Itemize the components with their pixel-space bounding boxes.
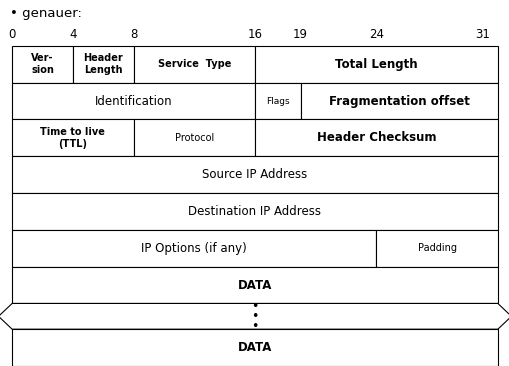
Text: Padding: Padding [417, 243, 456, 253]
Bar [12, 267, 497, 303]
Bar [254, 46, 497, 83]
Text: Header
Length: Header Length [83, 53, 123, 75]
Text: Time to live
(TTL): Time to live (TTL) [40, 127, 105, 149]
Text: • genauer:: • genauer: [10, 7, 82, 20]
Text: Identification: Identification [95, 94, 172, 108]
Bar [133, 119, 254, 156]
Bar [73, 46, 133, 83]
Text: Ver-
sion: Ver- sion [31, 53, 54, 75]
Text: 24: 24 [368, 29, 383, 41]
Text: Destination IP Address: Destination IP Address [188, 205, 321, 218]
Text: 8: 8 [130, 29, 137, 41]
Text: •
•
•: • • • [251, 300, 258, 333]
Polygon shape [0, 303, 509, 329]
Text: 31: 31 [474, 29, 489, 41]
Text: Total Length: Total Length [334, 58, 417, 71]
Bar [254, 83, 300, 119]
Text: DATA: DATA [237, 279, 272, 292]
Bar [12, 119, 133, 156]
Bar [300, 83, 497, 119]
Bar [254, 119, 497, 156]
Bar [12, 46, 73, 83]
Text: Header Checksum: Header Checksum [316, 131, 435, 144]
Bar [12, 193, 497, 230]
Text: 19: 19 [293, 29, 307, 41]
Text: 16: 16 [247, 29, 262, 41]
Bar [376, 230, 497, 267]
Bar [12, 83, 254, 119]
Text: Flags: Flags [265, 97, 289, 105]
Bar [12, 156, 497, 193]
Text: Source IP Address: Source IP Address [202, 168, 307, 181]
Text: 4: 4 [69, 29, 76, 41]
Text: IP Options (if any): IP Options (if any) [141, 242, 247, 255]
Text: Fragmentation offset: Fragmentation offset [328, 94, 469, 108]
Text: Protocol: Protocol [174, 133, 213, 143]
Bar [12, 230, 376, 267]
Text: Service  Type: Service Type [157, 59, 231, 69]
Text: DATA: DATA [237, 341, 272, 354]
Bar [133, 46, 254, 83]
Bar [12, 329, 497, 366]
Text: 0: 0 [9, 29, 16, 41]
